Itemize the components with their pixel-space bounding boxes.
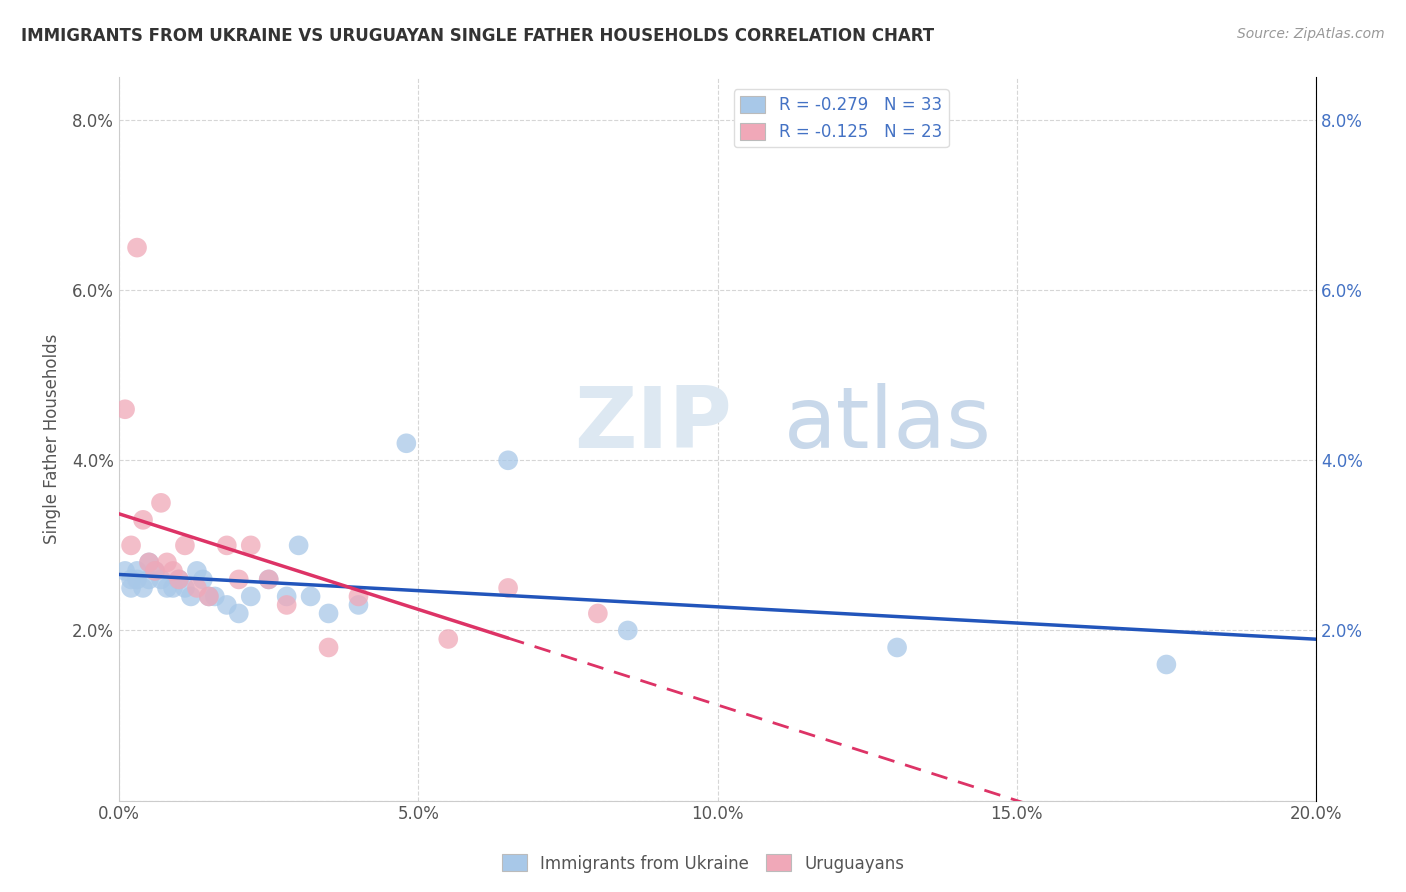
- Point: [125, 573, 148, 587]
- Point: [143, 564, 166, 578]
- Point: [114, 564, 136, 578]
- Point: [204, 590, 226, 604]
- Point: [132, 513, 155, 527]
- Legend: Immigrants from Ukraine, Uruguayans: Immigrants from Ukraine, Uruguayans: [495, 847, 911, 880]
- Point: [138, 573, 160, 587]
- Point: [167, 573, 190, 587]
- Point: [162, 581, 184, 595]
- Point: [347, 598, 370, 612]
- Point: [215, 538, 238, 552]
- Point: [120, 581, 142, 595]
- Point: [162, 564, 184, 578]
- Point: [257, 573, 280, 587]
- Point: [156, 581, 179, 595]
- Point: [276, 598, 298, 612]
- Point: [114, 402, 136, 417]
- Point: [125, 241, 148, 255]
- Point: [125, 564, 148, 578]
- Point: [198, 590, 221, 604]
- Point: [395, 436, 418, 450]
- Point: [149, 496, 172, 510]
- Text: atlas: atlas: [783, 383, 991, 466]
- Text: ZIP: ZIP: [574, 383, 731, 466]
- Point: [586, 607, 609, 621]
- Point: [239, 538, 262, 552]
- Point: [318, 640, 340, 655]
- Point: [167, 573, 190, 587]
- Point: [1156, 657, 1178, 672]
- Point: [496, 453, 519, 467]
- Point: [347, 590, 370, 604]
- Point: [174, 581, 197, 595]
- Point: [299, 590, 322, 604]
- Point: [156, 555, 179, 569]
- Point: [276, 590, 298, 604]
- Point: [318, 607, 340, 621]
- Point: [149, 573, 172, 587]
- Text: IMMIGRANTS FROM UKRAINE VS URUGUAYAN SINGLE FATHER HOUSEHOLDS CORRELATION CHART: IMMIGRANTS FROM UKRAINE VS URUGUAYAN SIN…: [21, 27, 934, 45]
- Point: [174, 538, 197, 552]
- Point: [138, 555, 160, 569]
- Point: [228, 607, 250, 621]
- Point: [198, 590, 221, 604]
- Legend: R = -0.279   N = 33, R = -0.125   N = 23: R = -0.279 N = 33, R = -0.125 N = 23: [734, 89, 949, 147]
- Point: [437, 632, 460, 646]
- Point: [143, 564, 166, 578]
- Y-axis label: Single Father Households: Single Father Households: [44, 334, 60, 544]
- Point: [215, 598, 238, 612]
- Point: [186, 564, 208, 578]
- Point: [191, 573, 214, 587]
- Text: Source: ZipAtlas.com: Source: ZipAtlas.com: [1237, 27, 1385, 41]
- Point: [287, 538, 309, 552]
- Point: [617, 624, 640, 638]
- Point: [138, 555, 160, 569]
- Point: [257, 573, 280, 587]
- Point: [132, 581, 155, 595]
- Point: [120, 573, 142, 587]
- Point: [180, 590, 202, 604]
- Point: [496, 581, 519, 595]
- Point: [186, 581, 208, 595]
- Point: [239, 590, 262, 604]
- Point: [886, 640, 908, 655]
- Point: [228, 573, 250, 587]
- Point: [120, 538, 142, 552]
